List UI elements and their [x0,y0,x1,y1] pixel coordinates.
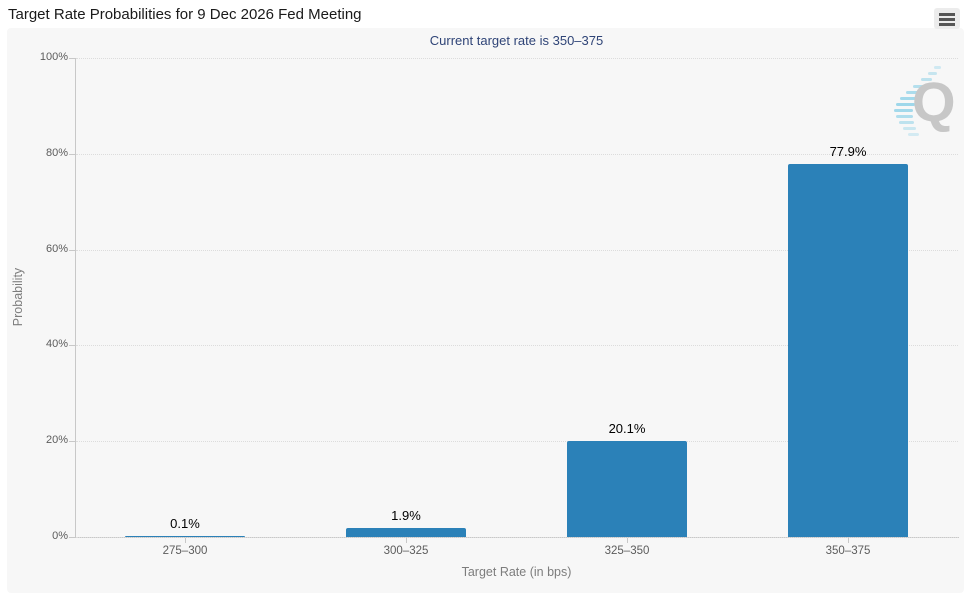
y-axis-tick [69,537,75,538]
watermark-dash [934,66,941,69]
bar-data-label: 77.9% [829,144,867,159]
y-gridline [76,249,958,251]
watermark-dash [908,133,919,136]
x-axis-tick [848,538,849,543]
bar-data-label: 20.1% [608,421,646,436]
watermark-q-letter: Q [912,70,956,133]
chart-subtitle: Current target rate is 350–375 [429,33,604,48]
x-category-label: 350–375 [825,545,871,557]
watermark-dash [913,85,927,88]
watermark-dash [899,121,914,124]
y-gridline [76,58,958,59]
x-axis-title: Target Rate (in bps) [461,565,572,579]
y-axis-tick [69,441,75,443]
y-tick-label: 0% [52,530,68,542]
bar-275–300[interactable] [125,536,245,537]
x-axis-tick [185,538,186,543]
y-axis-line [75,58,76,537]
watermark-dash [900,97,918,100]
x-axis-tick [406,538,407,543]
y-tick-label: 80% [45,146,68,159]
chart-title: Target Rate Probabilities for 9 Dec 2026… [8,6,362,23]
y-axis-tick [69,249,75,251]
y-axis-tick [69,345,75,347]
bar-350–375[interactable] [788,164,908,537]
watermark-dash [906,91,922,94]
y-tick-label: 40% [45,338,68,351]
y-axis-title: Probability [11,267,25,327]
y-tick-label: 20% [45,434,68,447]
watermark-dash [903,127,916,130]
bar-data-label: 1.9% [391,508,421,523]
quikstrike-watermark: Q [884,56,966,140]
bar-data-label: 0.1% [170,516,200,531]
watermark-dash [896,115,913,118]
x-axis-tick [627,538,628,543]
chart-header: Target Rate Probabilities for 9 Dec 2026… [0,0,971,29]
y-gridline [76,345,958,347]
x-category-label: 300–325 [383,545,429,557]
hamburger-menu-icon [939,13,955,26]
y-gridline [76,153,958,155]
y-gridline [76,441,958,443]
y-tick-label: 100% [39,51,68,63]
chart-context-menu-button[interactable] [934,8,960,29]
watermark-dash [896,103,915,106]
bar-325–350[interactable] [567,441,687,537]
y-axis-tick [69,58,75,59]
y-axis-tick [69,153,75,155]
watermark-dash [894,109,913,112]
bar-300–325[interactable] [346,528,466,537]
watermark-dash [928,72,937,75]
x-category-label: 325–350 [604,545,650,557]
watermark-dash [921,78,932,81]
x-category-label: 275–300 [162,545,208,557]
y-tick-label: 60% [45,242,68,255]
y-gridline [76,537,958,538]
